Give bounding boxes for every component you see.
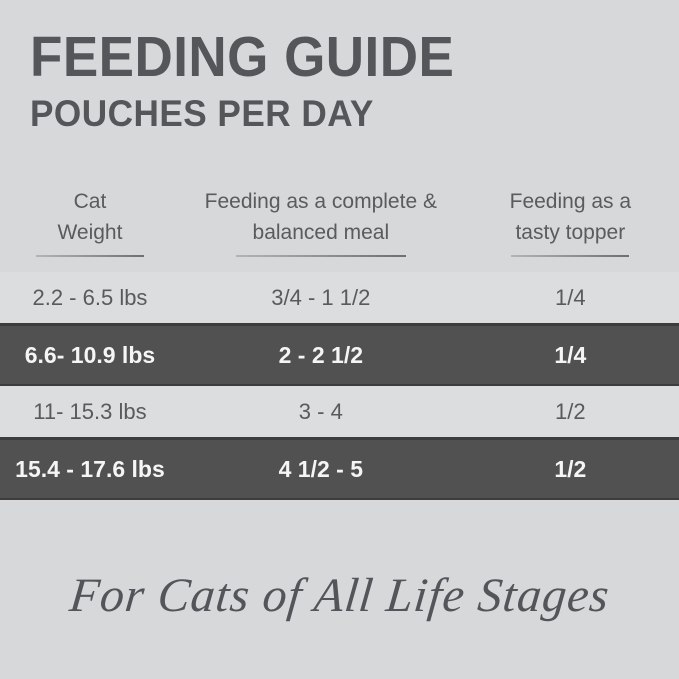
cell-complete-meal: 3/4 - 1 1/2	[271, 284, 371, 310]
cell-complete-meal: 3 - 4	[298, 398, 343, 424]
column-header-line: Cat	[73, 190, 107, 214]
cell-complete-meal: 2 - 2 1/2	[278, 341, 363, 368]
cell-cat-weight: 15.4 - 17.6 lbs	[15, 455, 165, 482]
feeding-table: Cat Weight Feeding as a complete & balan…	[0, 186, 679, 501]
header-underline	[35, 255, 144, 258]
page-subtitle: POUCHES PER DAY	[30, 93, 374, 135]
cell-cat-weight: 2.2 - 6.5 lbs	[32, 284, 148, 310]
footer: For Cats of All Life Stages	[0, 568, 679, 623]
cell-cat-weight: 6.6- 10.9 lbs	[24, 341, 156, 368]
table-row: 6.6- 10.9 lbs 2 - 2 1/2 1/4	[0, 323, 679, 387]
cell-tasty-topper: 1/2	[555, 398, 586, 424]
table-row: 11- 15.3 lbs 3 - 4 1/2	[0, 386, 679, 438]
tagline: For Cats of All Life Stages	[66, 569, 613, 623]
header-underline	[511, 255, 630, 258]
cell-tasty-topper: 1/2	[554, 455, 587, 482]
column-header-complete-meal: Feeding as a complete & balanced meal	[180, 186, 462, 258]
column-header-line: tasty topper	[515, 221, 626, 245]
column-header-line: Feeding as a complete &	[204, 190, 437, 214]
table-header-row: Cat Weight Feeding as a complete & balan…	[0, 186, 679, 258]
cell-cat-weight: 11- 15.3 lbs	[33, 398, 147, 424]
column-header-line: Weight	[57, 221, 123, 245]
column-header-cat-weight: Cat Weight	[0, 186, 180, 258]
column-header-line: Feeding as a	[509, 190, 632, 214]
table-row: 15.4 - 17.6 lbs 4 1/2 - 5 1/2	[0, 437, 679, 501]
cell-complete-meal: 4 1/2 - 5	[278, 455, 363, 482]
cell-tasty-topper: 1/4	[554, 341, 587, 368]
cell-tasty-topper: 1/4	[555, 284, 586, 310]
page-title: FEEDING GUIDE	[30, 25, 455, 89]
table-body: 2.2 - 6.5 lbs 3/4 - 1 1/2 1/4 6.6- 10.9 …	[0, 272, 679, 501]
column-header-line: balanced meal	[252, 221, 390, 245]
column-header-tasty-topper: Feeding as a tasty topper	[462, 186, 679, 258]
header-underline	[235, 255, 406, 258]
table-row: 2.2 - 6.5 lbs 3/4 - 1 1/2 1/4	[0, 272, 679, 324]
header: FEEDING GUIDE POUCHES PER DAY	[0, 0, 679, 132]
